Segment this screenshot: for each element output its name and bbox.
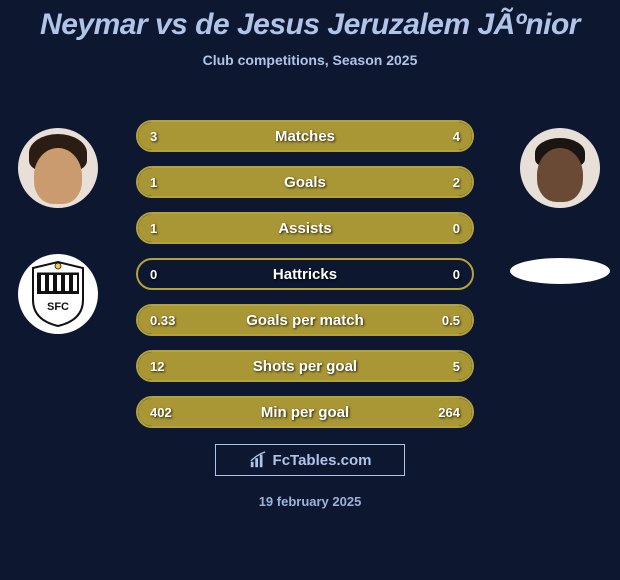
stat-row: 12Shots per goal5 — [136, 350, 474, 382]
stat-value-right: 4 — [453, 129, 460, 144]
date-label: 19 february 2025 — [0, 494, 620, 509]
club-left-badge: SFC — [18, 254, 98, 334]
stat-label: Assists — [138, 220, 472, 237]
comparison-card: Neymar vs de Jesus Jeruzalem JÃºnior Clu… — [0, 0, 620, 580]
stat-value-right: 264 — [438, 405, 460, 420]
stat-label: Shots per goal — [138, 358, 472, 375]
stat-label: Min per goal — [138, 404, 472, 421]
stat-row: 0.33Goals per match0.5 — [136, 304, 474, 336]
stat-value-right: 5 — [453, 359, 460, 374]
subtitle: Club competitions, Season 2025 — [0, 52, 620, 68]
santos-crest-icon: SFC — [29, 260, 87, 328]
brand-text: FcTables.com — [273, 452, 372, 469]
brand-badge[interactable]: FcTables.com — [215, 444, 405, 476]
avatar-face — [34, 148, 82, 204]
stat-label: Goals — [138, 174, 472, 191]
stat-row: 1Goals2 — [136, 166, 474, 198]
player-right-avatar — [520, 128, 600, 208]
stat-row: 0Hattricks0 — [136, 258, 474, 290]
page-title: Neymar vs de Jesus Jeruzalem JÃºnior — [0, 8, 620, 42]
stat-row: 1Assists0 — [136, 212, 474, 244]
avatar-face — [537, 148, 583, 202]
stat-value-right: 2 — [453, 175, 460, 190]
stat-label: Hattricks — [138, 266, 472, 283]
player-left-avatar — [18, 128, 98, 208]
stat-value-right: 0 — [453, 221, 460, 236]
svg-text:SFC: SFC — [47, 301, 69, 313]
stats-list: 3Matches41Goals21Assists00Hattricks00.33… — [136, 120, 474, 442]
stat-value-right: 0 — [453, 267, 460, 282]
stat-label: Goals per match — [138, 312, 472, 329]
stat-label: Matches — [138, 128, 472, 145]
stat-row: 402Min per goal264 — [136, 396, 474, 428]
chart-icon — [249, 451, 267, 469]
stat-value-right: 0.5 — [442, 313, 460, 328]
stat-row: 3Matches4 — [136, 120, 474, 152]
club-right-badge — [510, 258, 610, 284]
